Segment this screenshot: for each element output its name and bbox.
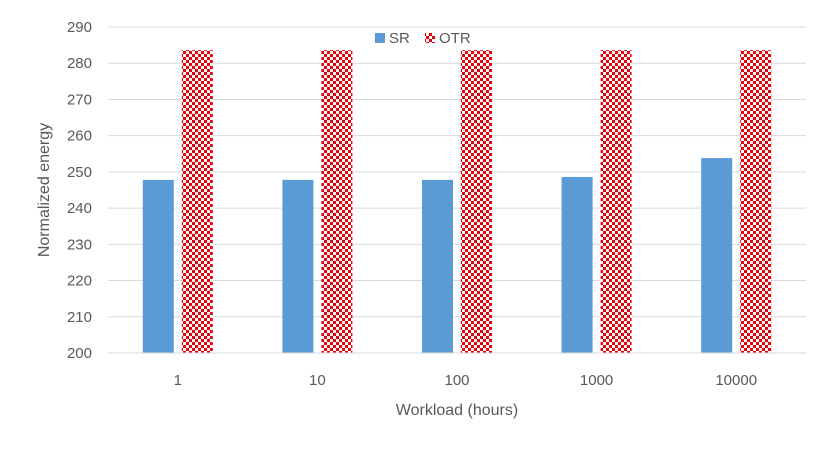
x-tick-label: 1000 <box>580 372 613 389</box>
y-tick-label: 210 <box>67 309 92 326</box>
y-tick-label: 260 <box>67 128 92 145</box>
legend: SR OTR <box>375 30 471 47</box>
y-tick-label: 220 <box>67 273 92 290</box>
bar-sr-10000 <box>701 158 733 353</box>
legend-label-sr: SR <box>389 30 410 47</box>
bar-otr-100 <box>461 50 492 353</box>
bar-sr-1000 <box>561 176 593 353</box>
y-tick-label: 290 <box>67 19 92 36</box>
legend-label-otr: OTR <box>439 30 471 47</box>
bar-otr-1 <box>181 50 213 353</box>
legend-swatch-sr <box>375 33 385 43</box>
x-tick-label: 100 <box>444 372 469 389</box>
bar-otr-10 <box>321 50 353 353</box>
y-tick-label: 280 <box>67 55 92 72</box>
x-axis-ticks: 1 10 100 1000 10000 <box>174 372 757 389</box>
y-tick-label: 230 <box>67 236 92 253</box>
y-axis-ticks: 200 210 220 230 240 250 260 270 280 290 <box>67 19 92 362</box>
x-tick-label: 10 <box>309 372 326 389</box>
bars <box>142 50 772 353</box>
y-tick-label: 200 <box>67 345 92 362</box>
gridlines <box>108 26 806 318</box>
bar-sr-10 <box>282 179 314 353</box>
bar-otr-1000 <box>600 50 632 353</box>
y-tick-label: 270 <box>67 91 92 108</box>
y-axis-title: Normalized energy <box>36 123 53 257</box>
bar-sr-100 <box>422 179 453 353</box>
y-tick-label: 240 <box>67 200 92 217</box>
x-tick-label: 10000 <box>715 372 757 389</box>
x-axis-title: Workload (hours) <box>396 402 518 419</box>
y-tick-label: 250 <box>67 164 92 181</box>
bar-sr-1 <box>142 179 174 353</box>
bar-otr-10000 <box>740 50 772 353</box>
legend-swatch-otr <box>425 33 435 43</box>
x-tick-label: 1 <box>174 372 182 389</box>
